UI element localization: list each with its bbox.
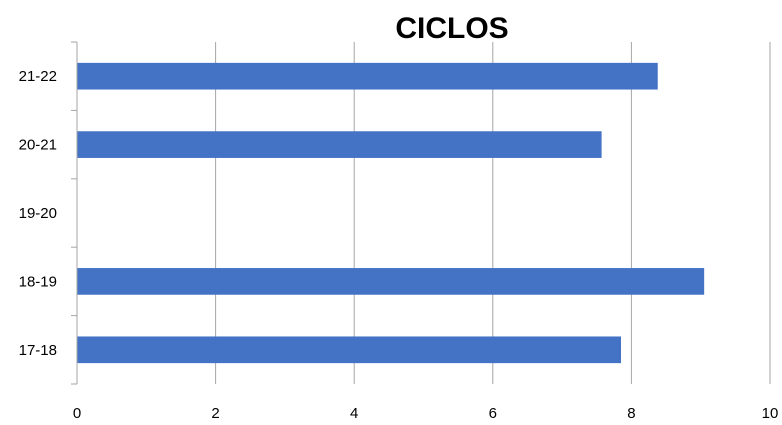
x-tick-label: 0 (73, 405, 81, 422)
x-tick-label: 10 (762, 405, 779, 422)
ticks-layer: 0 2 4 6 8 10 17-18 18-19 19-20 20-21 21-22 (19, 68, 779, 422)
axis-layer (71, 41, 78, 385)
bar-21-22 (77, 62, 658, 90)
bars-layer (77, 62, 705, 364)
bar-17-18 (77, 336, 622, 364)
grid-layer (215, 42, 771, 384)
bar-20-21 (77, 131, 602, 158)
y-tick-label: 18-19 (19, 273, 57, 290)
y-tick-label: 19-20 (19, 205, 57, 222)
y-tick-label: 17-18 (19, 342, 57, 359)
bar-18-19 (77, 268, 705, 295)
x-tick-label: 6 (489, 405, 497, 422)
x-tick-label: 4 (350, 405, 358, 422)
x-tick-label: 8 (627, 405, 635, 422)
y-tick-label: 21-22 (19, 68, 57, 85)
x-tick-label: 2 (211, 405, 219, 422)
y-tick-label: 20-21 (19, 137, 57, 154)
chart-title: CICLOS (395, 12, 508, 45)
